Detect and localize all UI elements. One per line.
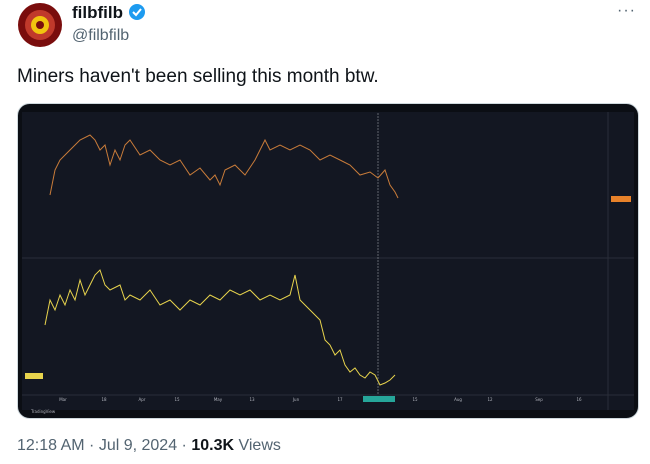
reserves-line bbox=[44, 269, 396, 386]
user-handle[interactable]: @filbfilb bbox=[72, 27, 130, 44]
tweet-text: Miners haven't been selling this month b… bbox=[17, 66, 379, 87]
x-tick-label: 12 bbox=[487, 397, 493, 402]
x-tick-label: Mar bbox=[59, 397, 67, 402]
chart-panel bbox=[22, 112, 634, 410]
price-line bbox=[49, 134, 399, 199]
x-tick-label: 17 bbox=[337, 397, 343, 402]
user-name[interactable]: filbfilb bbox=[72, 3, 146, 23]
x-tick-label: Sep bbox=[535, 397, 543, 402]
x-tick-label: Jun bbox=[292, 397, 300, 402]
date-tag bbox=[363, 396, 395, 402]
x-tick-label: 18 bbox=[101, 397, 107, 402]
x-tick-label: 15 bbox=[412, 397, 418, 402]
chart-image[interactable]: Mar 18 Apr 15 May 13 Jun 17 15 Aug 12 Sep 16 Trading… bbox=[17, 103, 639, 419]
x-tick-label: 15 bbox=[174, 397, 180, 402]
tweet-meta: 12:18 AM · Jul 9, 2024 · 10.3K Views bbox=[17, 437, 281, 454]
x-tick-label: 16 bbox=[576, 397, 582, 402]
verified-badge bbox=[128, 4, 145, 20]
x-tick-label: Aug bbox=[454, 397, 462, 402]
more-menu[interactable]: ··· bbox=[617, 2, 636, 19]
x-tick-label: 13 bbox=[249, 397, 255, 402]
reserves-tag bbox=[25, 373, 43, 379]
brand: TradingView bbox=[30, 409, 56, 414]
x-tick-label: Apr bbox=[139, 397, 146, 402]
price-tag bbox=[611, 196, 631, 202]
avatar[interactable] bbox=[18, 3, 62, 47]
x-tick-label: May bbox=[214, 397, 223, 402]
